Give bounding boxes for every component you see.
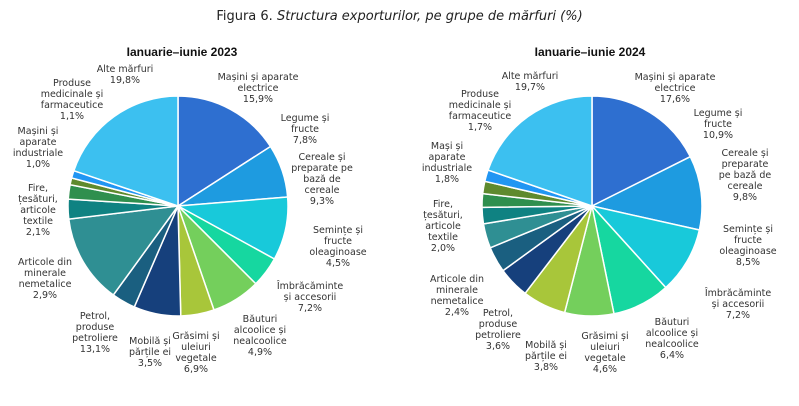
pie-slice-petrol-produse-petroliere — [67, 205, 180, 297]
slice-label-fire-tesaturi-articole-textile: Fire, țesături, articole textile 2,1% — [18, 183, 58, 238]
pie-title-2024: Ianuarie–iunie 2024 — [535, 45, 646, 59]
slice-label-alte-marfuri: Alte mărfuri 19,7% — [502, 71, 559, 93]
slice-label-grasimi-si-uleiuri-vegetale: Grăsimi și uleiuri vegetale 6,9% — [172, 331, 219, 375]
slice-label-legume-si-fructe: Legume și fructe 7,8% — [281, 113, 330, 146]
slice-label-petrol-produse-petroliere: Petrol, produse petroliere 3,6% — [475, 308, 521, 352]
slice-label-cereale-si-preparate-pe-baza-de-cereale: Cereale și preparate pe bază de cereale 9,8% — [719, 148, 772, 203]
figure-label: Figura 6. — [216, 9, 273, 24]
pie-chart-2023: Ianuarie–iunie 2023 Mașini și aparate ele… — [13, 45, 367, 375]
slice-label-bauturi-alcoolice-si-nealcoolice: Băuturi alcoolice și nealcoolice 6,4% — [645, 317, 699, 361]
slice-label-articole-din-minerale-nemetalice: Articole din minerale nemetalice 2,9% — [18, 257, 72, 301]
slice-label-seminte-si-fructe-oleaginoase: Semințe și fructe oleaginoase 4,5% — [309, 225, 366, 269]
slice-label-mobila-si-partile-ei: Mobilă și părțile ei 3,5% — [129, 336, 171, 369]
slice-label-produse-medicinale-si-farmaceutice: Produse medicinale și farmaceutice 1,7% — [449, 89, 512, 133]
slice-label-legume-si-fructe: Legume și fructe 10,9% — [694, 108, 743, 141]
slice-label-produse-medicinale-si-farmaceutice: Produse medicinale și farmaceutice 1,1% — [41, 78, 104, 122]
slice-label-masini-si-aparate-industriale: Mași și aparate industriale 1,8% — [422, 141, 472, 185]
pie-chart-2024: Ianuarie–iunie 2024 Mașini și aparate ele… — [422, 45, 777, 375]
pie-slice-masini-si-aparate-electrice — [591, 95, 692, 208]
slice-label-mobila-si-partile-ei: Mobilă și părțile ei 3,8% — [525, 340, 567, 373]
pie-slice-alte-marfuri — [487, 95, 593, 208]
slice-label-masini-si-aparate-electrice: Mașini și aparate electrice 15,9% — [218, 72, 299, 105]
pie-slice-alte-marfuri — [72, 95, 179, 208]
figure-title: Figura 6. Structura exporturilor, pe gru… — [0, 9, 799, 24]
pie-slice-masini-si-aparate-electrice — [177, 95, 272, 208]
slice-label-masini-si-aparate-electrice: Mașini și aparate electrice 17,6% — [635, 72, 716, 105]
slice-label-grasimi-si-uleiuri-vegetale: Grăsimi și uleiuri vegetale 4,6% — [581, 331, 628, 375]
slice-label-fire-tesaturi-articole-textile: Fire, țesături, articole textile 2,0% — [423, 199, 463, 254]
figure-caption: Structura exporturilor, pe grupe de mărf… — [276, 9, 583, 24]
pie-title-2023: Ianuarie–iunie 2023 — [127, 45, 238, 59]
slice-label-articole-din-minerale-nemetalice: Articole din minerale nemetalice 2,4% — [430, 274, 484, 318]
slice-label-alte-marfuri: Alte mărfuri 19,8% — [97, 64, 154, 86]
slice-label-imbracaminte-si-accesorii: Îmbrăcăminte și accesorii 7,2% — [704, 287, 771, 321]
slice-label-cereale-si-preparate-pe-baza-de-cereale: Cereale și preparate pe bază de cereale 9,3% — [291, 152, 353, 207]
slice-label-petrol-produse-petroliere: Petrol, produse petroliere 13,1% — [72, 311, 118, 355]
slice-label-seminte-si-fructe-oleaginoase: Semințe și fructe oleaginoase 8,5% — [719, 224, 776, 268]
slice-label-masini-si-aparate-industriale: Mașini și aparate industriale 1,0% — [13, 126, 63, 170]
slice-label-imbracaminte-si-accesorii: Îmbrăcăminte și accesorii 7,2% — [276, 280, 343, 314]
slice-label-bauturi-alcoolice-si-nealcoolice: Băuturi alcoolice și nealcoolice 4,9% — [233, 314, 287, 358]
